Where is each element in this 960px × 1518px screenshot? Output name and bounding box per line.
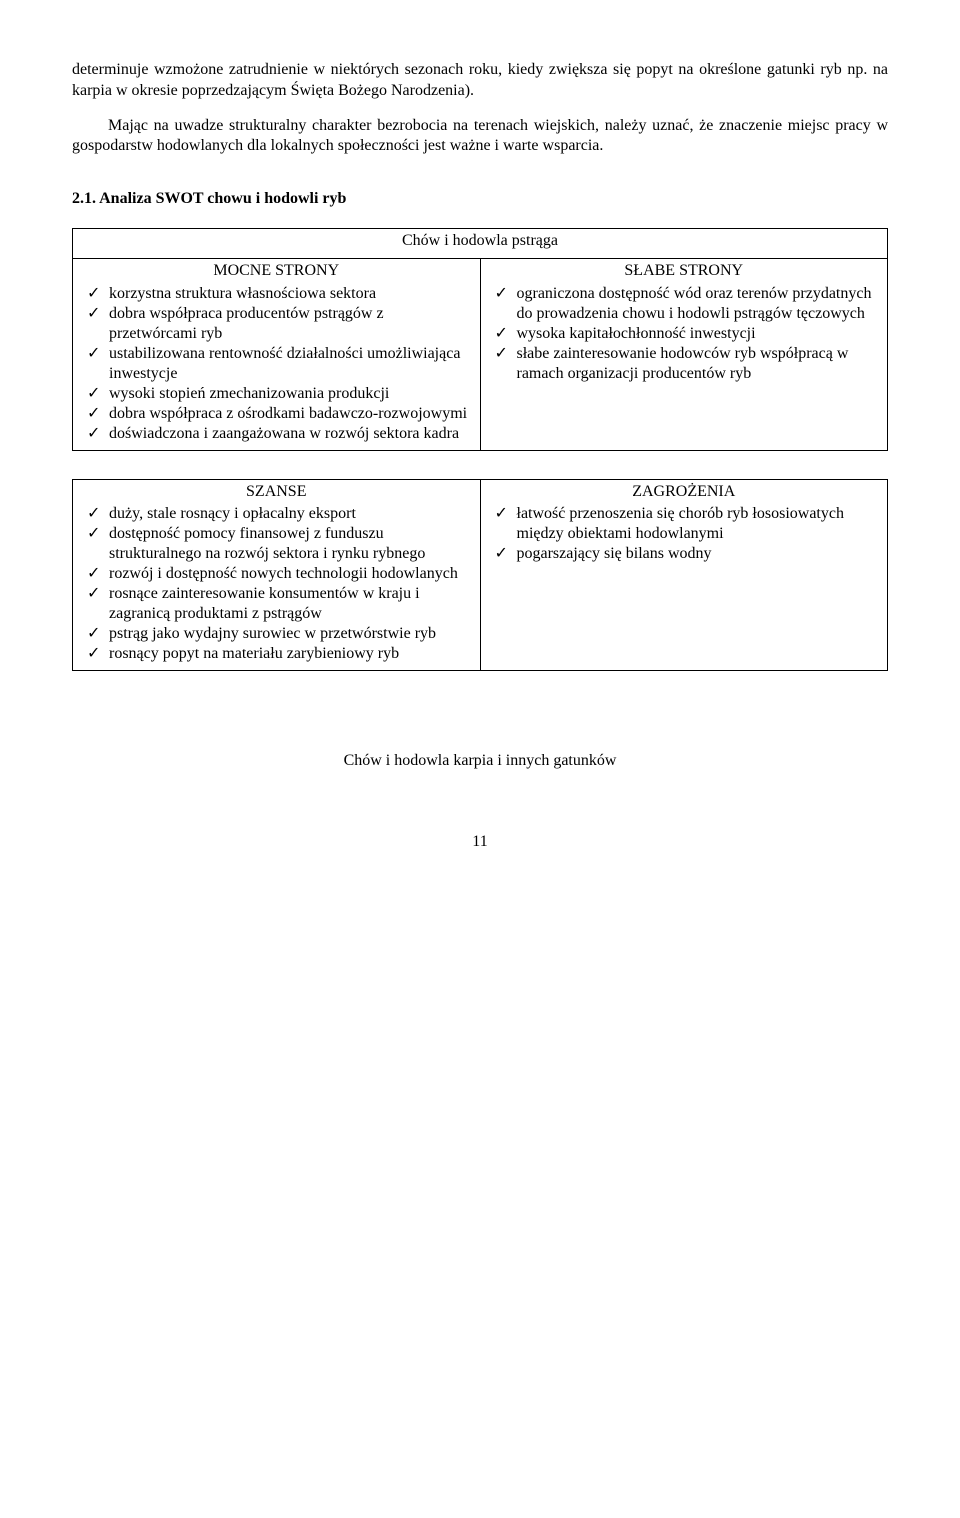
check-icon: ✓ bbox=[87, 584, 100, 604]
swot-table-strengths-weaknesses: Chów i hodowla pstrąga MOCNE STRONY ✓ kor… bbox=[72, 228, 888, 451]
list-item-text: rosnące zainteresowanie konsumentów w kr… bbox=[109, 585, 420, 622]
list-item-text: duży, stale rosnący i opłacalny eksport bbox=[109, 505, 356, 522]
list-item-text: ustabilizowana rentowność działalności u… bbox=[109, 345, 460, 382]
check-icon: ✓ bbox=[87, 424, 100, 444]
list-item: ✓ pstrąg jako wydajny surowiec w przetwór… bbox=[79, 624, 474, 644]
list-item: ✓ dostępność pomocy finansowej z funduszu… bbox=[79, 524, 474, 564]
list-item: ✓ ustabilizowana rentowność działalności … bbox=[79, 344, 474, 384]
list-item-text: pstrąg jako wydajny surowiec w przetwórs… bbox=[109, 625, 436, 642]
list-item: ✓ dobra współpraca producentów pstrągów z… bbox=[79, 304, 474, 344]
list-item: ✓ łatwość przenoszenia się chorób ryb łos… bbox=[487, 504, 882, 544]
check-icon: ✓ bbox=[495, 504, 508, 524]
list-item: ✓ korzystna struktura własnościowa sektor… bbox=[79, 284, 474, 304]
table1-right-list: ✓ ograniczona dostępność wód oraz terenów… bbox=[487, 284, 882, 384]
check-icon: ✓ bbox=[87, 524, 100, 544]
check-icon: ✓ bbox=[87, 404, 100, 424]
swot-table-opportunities-threats: SZANSE ✓ duży, stale rosnący i opłacalny … bbox=[72, 479, 888, 672]
list-item-text: rosnący popyt na materiału zarybieniowy … bbox=[109, 645, 399, 662]
table1-left-list: ✓ korzystna struktura własnościowa sektor… bbox=[79, 284, 474, 444]
table2-right-list: ✓ łatwość przenoszenia się chorób ryb łos… bbox=[487, 504, 882, 564]
list-item: ✓ słabe zainteresowanie hodowców ryb wspó… bbox=[487, 344, 882, 384]
list-item-text: pogarszający się bilans wodny bbox=[517, 545, 712, 562]
check-icon: ✓ bbox=[495, 344, 508, 364]
list-item: ✓ wysoki stopień zmechanizowania produkcj… bbox=[79, 384, 474, 404]
list-item-text: łatwość przenoszenia się chorób ryb łoso… bbox=[517, 505, 844, 542]
list-item-text: słabe zainteresowanie hodowców ryb współ… bbox=[517, 345, 849, 382]
list-item: ✓ rosnący popyt na materiału zarybieniowy… bbox=[79, 644, 474, 664]
list-item-text: rozwój i dostępność nowych technologii h… bbox=[109, 565, 458, 582]
list-item: ✓ rosnące zainteresowanie konsumentów w k… bbox=[79, 584, 474, 624]
paragraph-2: Mając na uwadze strukturalny charakter b… bbox=[72, 116, 888, 158]
check-icon: ✓ bbox=[87, 304, 100, 324]
list-item: ✓ wysoka kapitałochłonność inwestycji bbox=[487, 324, 882, 344]
list-item: ✓ dobra współpraca z ośrodkami badawczo-r… bbox=[79, 404, 474, 424]
list-item-text: wysoki stopień zmechanizowania produkcji bbox=[109, 385, 389, 402]
table1-right-title: SŁABE STRONY bbox=[487, 261, 882, 282]
section-heading: 2.1. Analiza SWOT chowu i hodowli ryb bbox=[72, 189, 888, 210]
check-icon: ✓ bbox=[495, 284, 508, 304]
table1-caption: Chów i hodowla pstrąga bbox=[402, 232, 558, 249]
list-item: ✓ rozwój i dostępność nowych technologii … bbox=[79, 564, 474, 584]
list-item-text: dostępność pomocy finansowej z funduszu … bbox=[109, 525, 425, 562]
check-icon: ✓ bbox=[87, 284, 100, 304]
list-item: ✓ doświadczona i zaangażowana w rozwój se… bbox=[79, 424, 474, 444]
list-item: ✓ ograniczona dostępność wód oraz terenów… bbox=[487, 284, 882, 324]
check-icon: ✓ bbox=[87, 644, 100, 664]
subtitle: Chów i hodowla karpia i innych gatunków bbox=[72, 751, 888, 772]
check-icon: ✓ bbox=[87, 624, 100, 644]
list-item: ✓ duży, stale rosnący i opłacalny eksport bbox=[79, 504, 474, 524]
list-item-text: ograniczona dostępność wód oraz terenów … bbox=[517, 285, 872, 322]
table1-left-title: MOCNE STRONY bbox=[79, 261, 474, 282]
list-item: ✓ pogarszający się bilans wodny bbox=[487, 544, 882, 564]
paragraph-1: determinuje wzmożone zatrudnienie w niek… bbox=[72, 60, 888, 102]
page-number: 11 bbox=[72, 832, 888, 853]
check-icon: ✓ bbox=[87, 504, 100, 524]
list-item-text: dobra współpraca z ośrodkami badawczo-ro… bbox=[109, 405, 467, 422]
list-item-text: dobra współpraca producentów pstrągów z … bbox=[109, 305, 384, 342]
check-icon: ✓ bbox=[87, 564, 100, 584]
list-item-text: doświadczona i zaangażowana w rozwój sek… bbox=[109, 425, 459, 442]
check-icon: ✓ bbox=[495, 544, 508, 564]
check-icon: ✓ bbox=[87, 344, 100, 364]
check-icon: ✓ bbox=[87, 384, 100, 404]
check-icon: ✓ bbox=[495, 324, 508, 344]
table2-right-title: ZAGROŻENIA bbox=[487, 482, 882, 503]
list-item-text: wysoka kapitałochłonność inwestycji bbox=[517, 325, 756, 342]
list-item-text: korzystna struktura własnościowa sektora bbox=[109, 285, 376, 302]
table2-left-title: SZANSE bbox=[79, 482, 474, 503]
table2-left-list: ✓ duży, stale rosnący i opłacalny eksport… bbox=[79, 504, 474, 664]
